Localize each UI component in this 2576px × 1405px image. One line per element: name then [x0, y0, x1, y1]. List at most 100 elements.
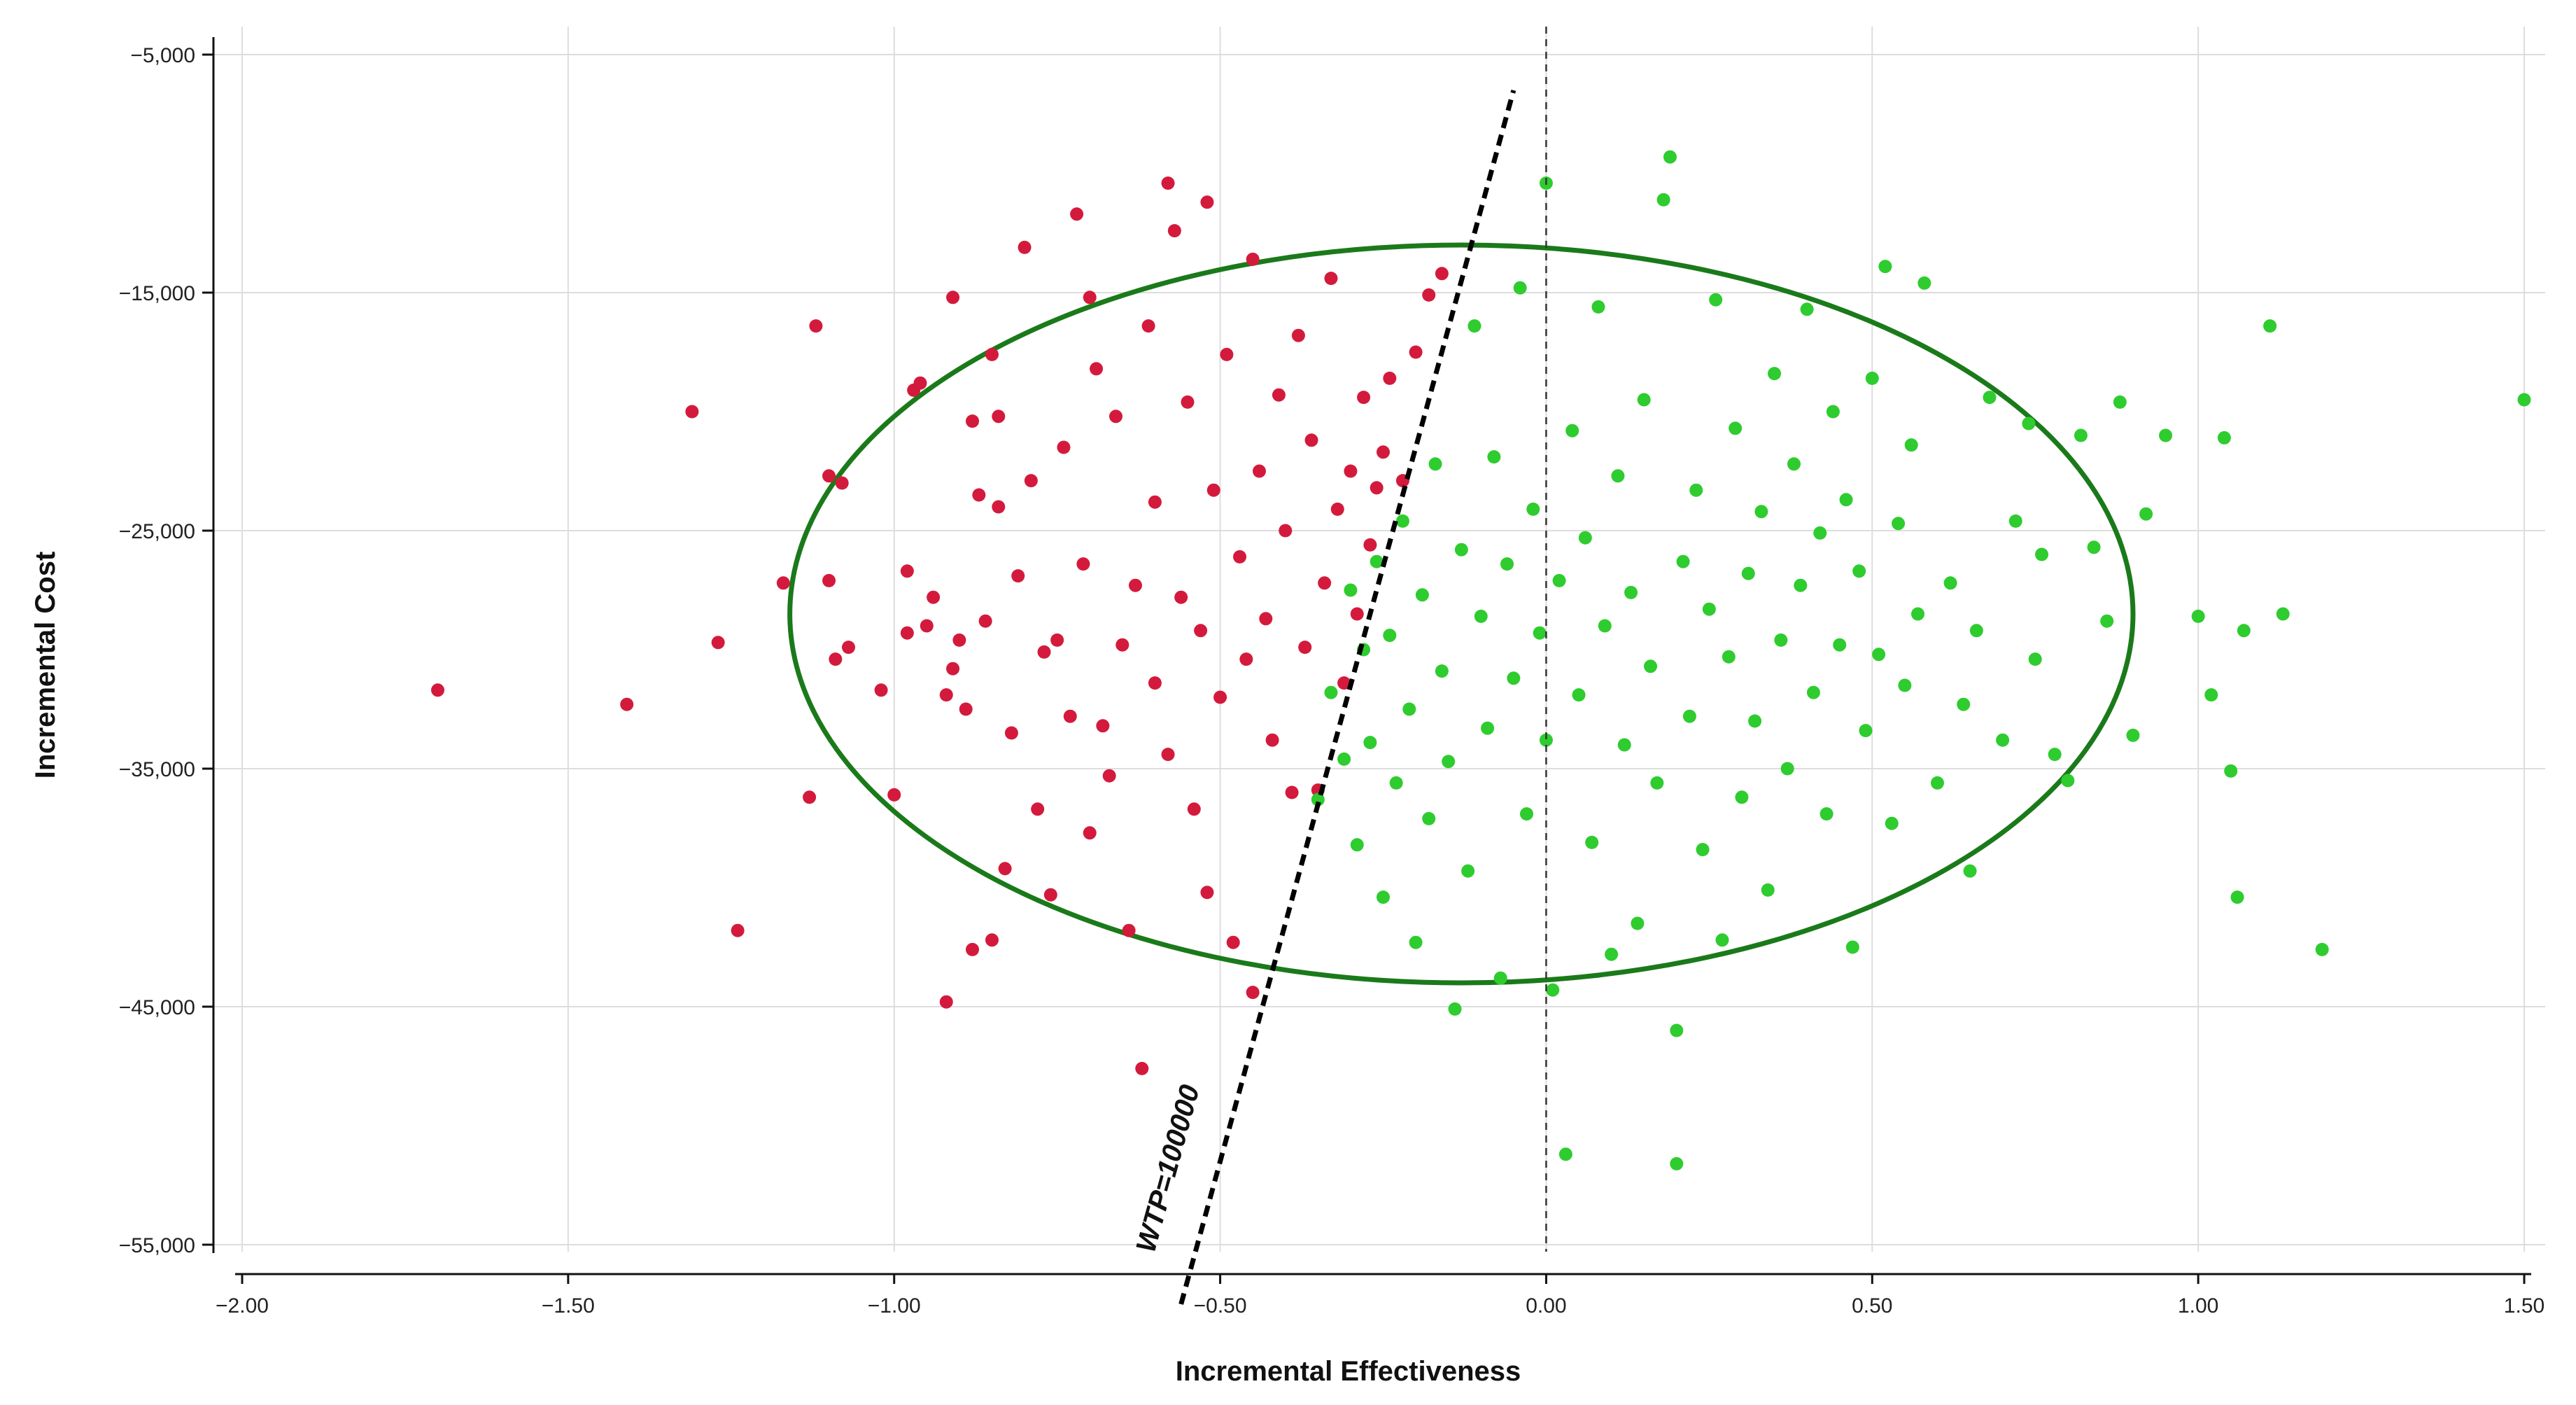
point-red [1350, 607, 1364, 621]
point-green [1311, 792, 1325, 806]
point-green [1526, 502, 1540, 516]
point-red [1200, 886, 1214, 900]
point-red [809, 319, 823, 333]
point-green [1481, 721, 1495, 735]
point-red [946, 291, 960, 305]
point-red [913, 376, 927, 390]
point-red [992, 410, 1006, 424]
point-red [1233, 550, 1247, 564]
x-tick-label: 0.00 [1526, 1294, 1566, 1317]
point-green [1780, 762, 1794, 776]
point-green [1539, 733, 1553, 747]
point-green [1389, 776, 1403, 790]
point-red [1148, 495, 1162, 509]
point-green [1794, 578, 1808, 592]
y-tick-label: −45,000 [119, 996, 195, 1019]
point-green [1917, 276, 1931, 290]
point-green [1741, 566, 1755, 580]
point-green [1722, 650, 1736, 664]
point-green [2048, 748, 2062, 762]
point-red [1161, 176, 1175, 190]
point-red [1383, 371, 1397, 385]
point-green [1605, 947, 1619, 961]
point-green [1754, 505, 1768, 519]
point-green [1774, 633, 1788, 647]
point-green [1395, 514, 1409, 528]
point-red [1076, 557, 1090, 571]
point-red [1083, 291, 1097, 305]
point-red [1057, 440, 1071, 454]
axes [212, 37, 2531, 1275]
point-green [1637, 393, 1651, 407]
point-red [822, 573, 836, 587]
point-red [1200, 195, 1214, 209]
gridlines [213, 27, 2545, 1252]
point-green [2035, 547, 2049, 561]
point-red [1291, 328, 1305, 342]
point-red [1037, 645, 1051, 659]
point-red [927, 590, 941, 604]
point-red [900, 626, 914, 640]
point-red [1206, 483, 1220, 497]
point-green [1468, 319, 1481, 333]
point-green [1689, 483, 1703, 497]
point-green [1735, 790, 1749, 804]
point-red [835, 476, 849, 490]
point-green [1383, 629, 1397, 643]
point-green [1650, 776, 1664, 790]
point-green [1493, 971, 1507, 985]
point-green [1800, 302, 1814, 316]
point-red [966, 414, 980, 428]
point-red [1018, 240, 1032, 254]
point-red [431, 683, 445, 697]
point-red [966, 942, 980, 956]
point-green [1507, 671, 1521, 685]
point-green [1454, 543, 1468, 557]
point-red [1115, 638, 1129, 652]
point-green [2315, 942, 2329, 956]
point-green [1670, 1023, 1684, 1037]
point-green [1663, 150, 1677, 164]
point-green [1533, 626, 1547, 640]
point-red [1187, 802, 1201, 816]
point-red [1226, 935, 1240, 949]
point-green [2022, 417, 2036, 431]
x-axis-title: Incremental Effectiveness [1176, 1356, 1521, 1387]
point-green [1859, 724, 1873, 738]
point-green [1682, 709, 1696, 723]
y-axis-ticks: −5,000 −15,000 −25,000 −35,000 −45,000 −55,00… [119, 44, 213, 1257]
point-green [1409, 935, 1423, 949]
point-red [1108, 410, 1122, 424]
point-green [1377, 890, 1390, 904]
point-red [959, 702, 973, 716]
point-green [1820, 807, 1834, 821]
point-green [1565, 424, 1579, 438]
point-green [1670, 1156, 1684, 1170]
point-green [1930, 776, 1944, 790]
point-green [1963, 864, 1977, 878]
point-red [920, 619, 934, 633]
point-green [1768, 367, 1782, 381]
point-red [1324, 272, 1338, 286]
point-red [1090, 362, 1104, 376]
point-red [1220, 347, 1234, 361]
point-red [998, 862, 1012, 876]
point-red [1357, 391, 1371, 405]
point-green [2087, 540, 2101, 554]
point-green [1474, 609, 1488, 623]
point-green [1572, 688, 1586, 702]
point-green [2008, 514, 2022, 528]
point-green [1402, 702, 1416, 716]
point-red [1409, 345, 1423, 359]
point-red [829, 652, 843, 666]
point-green [2517, 393, 2531, 407]
y-tick-label: −35,000 [119, 758, 195, 781]
point-green [1435, 664, 1449, 678]
point-red [1167, 224, 1181, 238]
point-green [2237, 624, 2251, 638]
point-red [1435, 267, 1449, 281]
point-red [1298, 641, 1312, 655]
point-red [1043, 888, 1057, 902]
point-red [1031, 802, 1045, 816]
point-red [1024, 474, 1038, 488]
